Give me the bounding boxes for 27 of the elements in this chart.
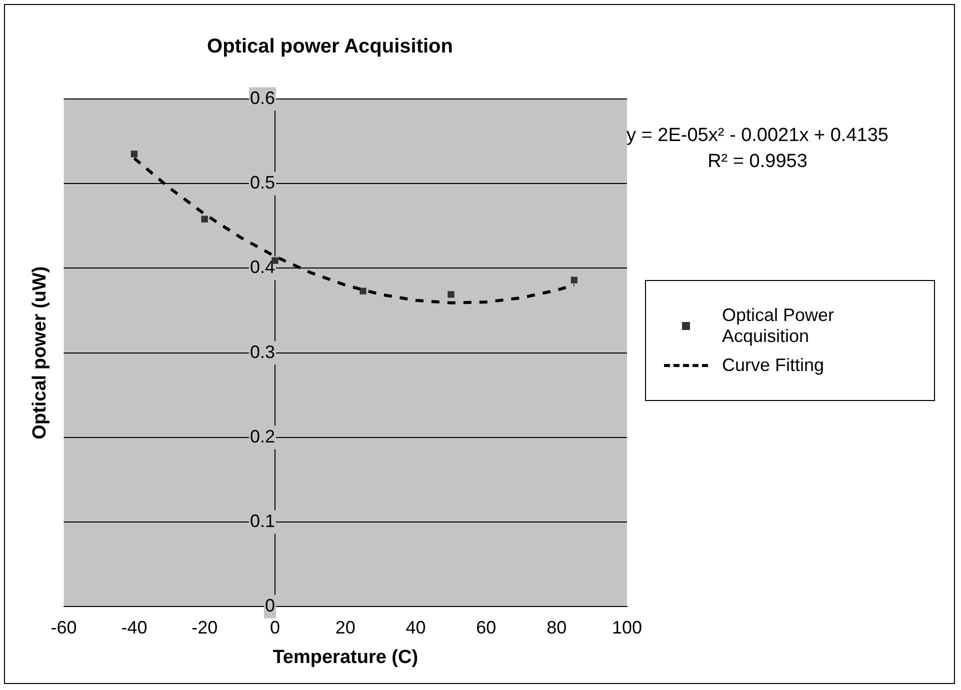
y-tick-label: 0.2 — [250, 426, 275, 446]
y-tick-label: 0.4 — [250, 257, 275, 278]
y-tick-label: 0.6 — [250, 88, 275, 108]
y-tick-label: 0.3 — [250, 342, 275, 362]
chart-title: Optical power Acquisition — [207, 36, 453, 58]
x-tick-label: 60 — [476, 617, 496, 638]
x-tick-label: 80 — [546, 617, 567, 638]
x-axis-title: Temperature (C) — [272, 646, 418, 668]
point — [448, 291, 454, 298]
point — [570, 276, 578, 284]
x-tick-label: -40 — [121, 617, 148, 638]
point — [130, 150, 138, 158]
legend-label: Optical Power Acquisition — [722, 305, 836, 347]
text: R² = 0.9953 — [706, 150, 808, 174]
y-tick-label: 0.1 — [250, 510, 275, 531]
y-tick-label: 0 — [264, 596, 275, 616]
x-tick-label: 100 — [612, 617, 642, 638]
annotation: y = 2E-05x² - 0.0021x + 0.4135 — [626, 124, 890, 148]
legend-label: Curve Fitting — [722, 355, 824, 376]
x-tick-label: -20 — [192, 617, 218, 638]
x-tick-label: -60 — [50, 617, 77, 638]
x-tick-label: 20 — [335, 617, 356, 638]
point — [201, 216, 208, 222]
x-tick-label: 40 — [406, 617, 426, 638]
y-axis-title: Optical power (uW) — [30, 266, 51, 440]
y-tick-label: 0.5 — [250, 172, 275, 193]
point — [360, 288, 366, 294]
